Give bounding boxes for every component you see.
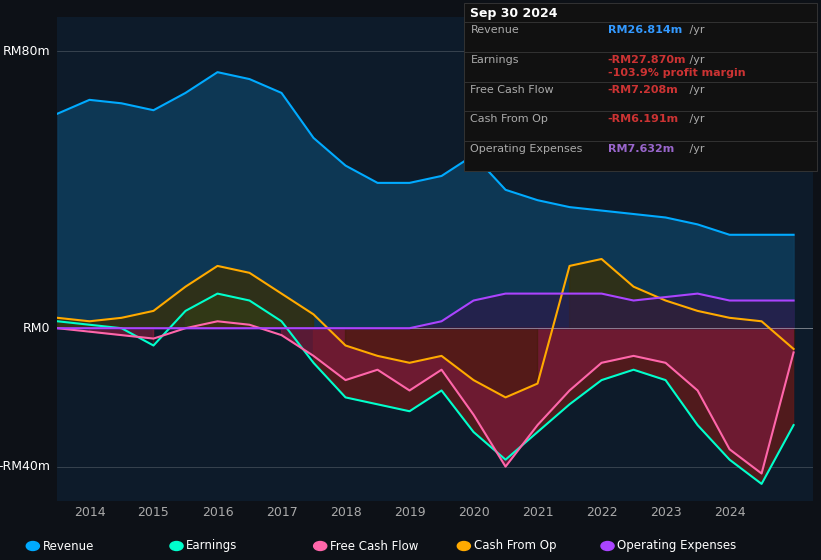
Text: Revenue: Revenue — [470, 25, 519, 35]
Text: Free Cash Flow: Free Cash Flow — [330, 539, 419, 553]
Text: Earnings: Earnings — [186, 539, 238, 553]
Text: Sep 30 2024: Sep 30 2024 — [470, 7, 558, 20]
Text: RM7.632m: RM7.632m — [608, 144, 674, 154]
Text: -RM6.191m: -RM6.191m — [608, 114, 679, 124]
Text: Earnings: Earnings — [470, 55, 519, 65]
Text: Revenue: Revenue — [43, 539, 94, 553]
Text: Free Cash Flow: Free Cash Flow — [470, 85, 554, 95]
Text: Operating Expenses: Operating Expenses — [617, 539, 736, 553]
Text: Cash From Op: Cash From Op — [474, 539, 556, 553]
Text: -RM40m: -RM40m — [0, 460, 50, 473]
Text: /yr: /yr — [686, 114, 704, 124]
Text: RM0: RM0 — [22, 321, 50, 335]
Text: RM80m: RM80m — [2, 45, 50, 58]
Text: -103.9% profit margin: -103.9% profit margin — [608, 68, 745, 78]
Text: /yr: /yr — [686, 85, 704, 95]
Text: -RM7.208m: -RM7.208m — [608, 85, 678, 95]
Text: Cash From Op: Cash From Op — [470, 114, 548, 124]
Text: /yr: /yr — [686, 25, 704, 35]
Text: RM26.814m: RM26.814m — [608, 25, 681, 35]
Text: /yr: /yr — [686, 144, 704, 154]
Text: -RM27.870m: -RM27.870m — [608, 55, 686, 65]
Text: Operating Expenses: Operating Expenses — [470, 144, 583, 154]
Text: /yr: /yr — [686, 55, 704, 65]
